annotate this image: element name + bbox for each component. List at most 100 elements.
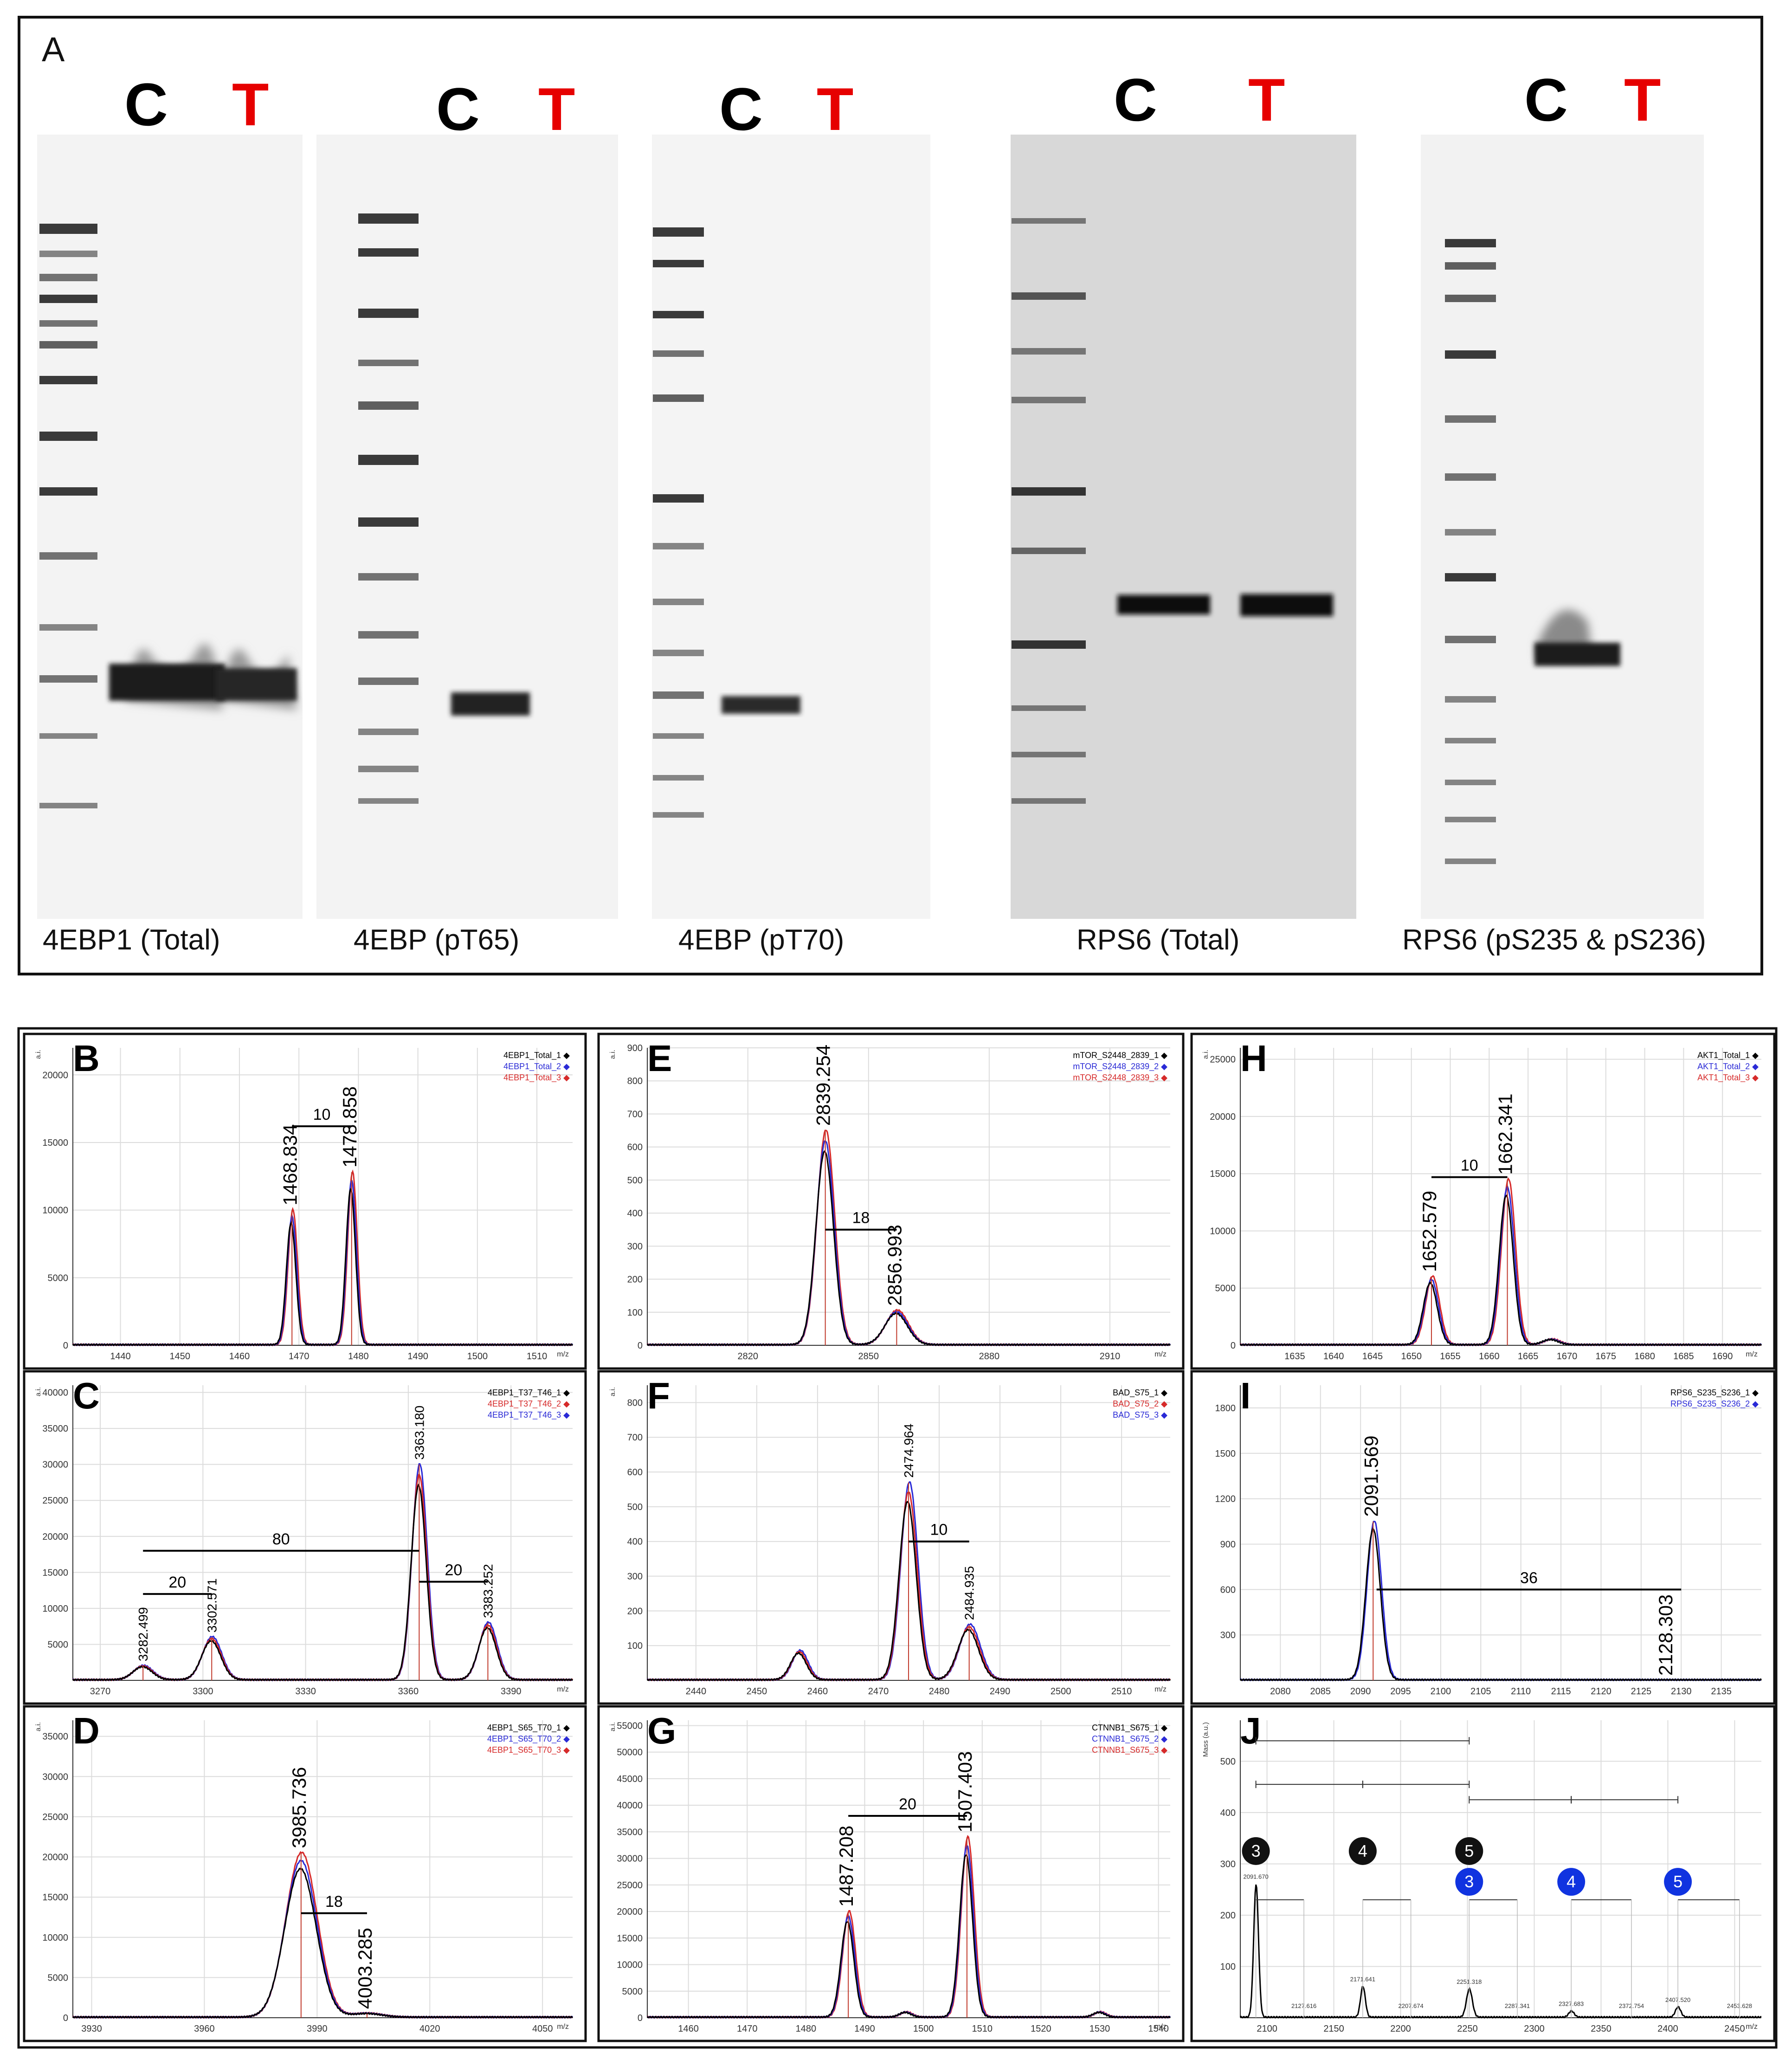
blot-label-4ebp-pt65: 4EBP (pT65): [354, 924, 520, 956]
mass-difference-label: 18: [325, 1893, 343, 1911]
x-tick-label: 1500: [913, 2024, 934, 2034]
spectrum-panel-I: 2080 2085 2090 2095 2100 2105 2110 2115 2120 2125…: [1190, 1370, 1776, 1705]
peak-label: 2128.303: [1655, 1595, 1676, 1676]
blot-rps6-total: [1011, 135, 1356, 919]
x-tick-label: 2300: [1524, 2024, 1545, 2034]
x-axis-label: m/z: [1154, 1350, 1167, 1358]
spectrum-panel-D: 3930 3960 3990 4020 4050 0 5000 10000 15000 20000…: [23, 1705, 587, 2042]
x-tick-label: 3270: [90, 1686, 111, 1697]
x-tick-label: 2100: [1431, 1686, 1451, 1697]
peak-label: 1487.208: [835, 1826, 857, 1907]
legend-entry: RPS6_S235_S236_1 ◆: [1670, 1388, 1759, 1398]
blot-label-rps6-total: RPS6 (Total): [1076, 924, 1240, 956]
x-tick-label: 2470: [868, 1686, 889, 1697]
x-axis-label: m/z: [557, 1350, 569, 1358]
x-tick-label: 1450: [170, 1351, 191, 1362]
panel-frame: [1190, 1370, 1776, 1705]
x-tick-label: 1650: [1401, 1351, 1422, 1362]
x-tick-label: 1635: [1284, 1351, 1305, 1362]
y-tick-label: 700: [627, 1109, 643, 1119]
y-tick-label: 25000: [42, 1496, 68, 1506]
spectrum-trace: [646, 1150, 1171, 1347]
marker-black-circle: [1455, 1837, 1483, 1865]
y-tick-label: 45000: [617, 1774, 643, 1784]
legend-entry: CTNNB1_S675_3 ◆: [1092, 1745, 1167, 1755]
marker-black-number: 3: [1251, 1841, 1261, 1860]
x-tick-label: 3300: [193, 1686, 213, 1697]
figure-border: [17, 1027, 1778, 2049]
y-tick-label: 5000: [1215, 1284, 1236, 1294]
x-tick-label: 1460: [229, 1351, 250, 1362]
y-tick-label: 600: [627, 1143, 643, 1153]
x-tick-label: 2400: [1657, 2024, 1678, 2034]
marker-black-number: 5: [1464, 1841, 1474, 1860]
x-tick-label: 1540: [1148, 2024, 1169, 2034]
x-tick-label: 2135: [1711, 1686, 1732, 1697]
y-tick-label: 5000: [48, 1973, 69, 1983]
y-tick-label: 700: [627, 1433, 643, 1443]
blot-4ebp-pt70: [652, 135, 930, 919]
spectrum-panel-E: 2820 2850 2880 2910 0 100 200 300 400 500 600 700 80…: [597, 1033, 1185, 1370]
lane-c-label: C: [1524, 66, 1568, 134]
marker-black-circle: [1348, 1837, 1377, 1865]
x-tick-label: 1660: [1479, 1351, 1500, 1362]
panel-frame: [597, 1033, 1185, 1370]
y-tick-label: 1500: [1215, 1449, 1236, 1459]
x-tick-label: 1510: [972, 2024, 993, 2034]
spectrum-trace: [1240, 1527, 1762, 1682]
blot-label-4ebp1-total: 4EBP1 (Total): [43, 924, 220, 956]
x-tick-label: 2480: [929, 1686, 950, 1697]
y-tick-label: 35000: [617, 1827, 643, 1837]
x-tick-label: 1480: [348, 1351, 369, 1362]
y-tick-label: 900: [1220, 1539, 1236, 1549]
y-tick-label: 1200: [1215, 1494, 1236, 1504]
y-tick-label: 0: [1231, 1341, 1236, 1351]
legend-entry: AKT1_Total_3 ◆: [1697, 1073, 1759, 1083]
y-tick-label: 20000: [42, 1532, 68, 1542]
marker-blue-circle: [1455, 1868, 1483, 1896]
x-tick-label: 1655: [1440, 1351, 1461, 1362]
y-tick-label: 40000: [617, 1801, 643, 1811]
y-tick-label: 55000: [617, 1721, 643, 1731]
legend-entry: 4EBP1_Total_1 ◆: [503, 1051, 570, 1060]
y-tick-label: 20000: [42, 1853, 68, 1863]
x-tick-label: 2125: [1631, 1686, 1652, 1697]
x-tick-label: 1520: [1031, 2024, 1051, 2034]
x-tick-label: 2250: [1457, 2024, 1478, 2034]
y-tick-label: 100: [627, 1308, 643, 1318]
marker-blue-number: 3: [1464, 1872, 1474, 1891]
x-tick-label: 2500: [1051, 1686, 1071, 1697]
blot-4ebp-pt65: [316, 135, 618, 919]
mass-difference-label: 10: [1461, 1157, 1478, 1175]
x-tick-label: 2490: [990, 1686, 1011, 1697]
x-tick-label: 2880: [979, 1351, 1000, 1362]
y-tick-label: 15000: [42, 1568, 68, 1578]
x-tick-label: 3960: [194, 2024, 215, 2034]
marker-black-circle: [1242, 1837, 1270, 1865]
y-tick-label: 20000: [1210, 1112, 1236, 1122]
panel-letter: J: [1240, 1710, 1261, 1751]
spectrum-panel-J: 2100 2150 2200 2250 2300 2350 2400 2450 100 200 30…: [1190, 1705, 1776, 2042]
peak-label: 1662.341: [1495, 1093, 1516, 1175]
x-tick-label: 2105: [1470, 1686, 1491, 1697]
x-tick-label: 1690: [1712, 1351, 1733, 1362]
panel-letter: I: [1240, 1375, 1251, 1416]
blot-rps6-ps235-ps236: [1421, 135, 1704, 919]
legend-entry: CTNNB1_S675_1 ◆: [1092, 1723, 1167, 1733]
y-tick-label: 300: [627, 1572, 643, 1582]
marker-black-number: 4: [1358, 1841, 1367, 1860]
lane-t-label: T: [538, 75, 575, 143]
y-tick-label: 400: [1220, 1808, 1236, 1818]
y-tick-label: 100: [627, 1641, 643, 1651]
lane-c-label: C: [1114, 66, 1157, 134]
y-tick-label: 25000: [1210, 1055, 1236, 1065]
y-tick-label: 5000: [48, 1640, 69, 1650]
legend-entry: AKT1_Total_1 ◆: [1697, 1051, 1759, 1060]
mass-difference-label: 18: [852, 1209, 870, 1227]
mass-difference-label: 20: [899, 1795, 916, 1813]
y-tick-label: 400: [627, 1537, 643, 1547]
y-tick-label: 20000: [617, 1907, 643, 1917]
y-tick-label: 30000: [617, 1854, 643, 1864]
y-tick-label: 15000: [42, 1138, 68, 1148]
